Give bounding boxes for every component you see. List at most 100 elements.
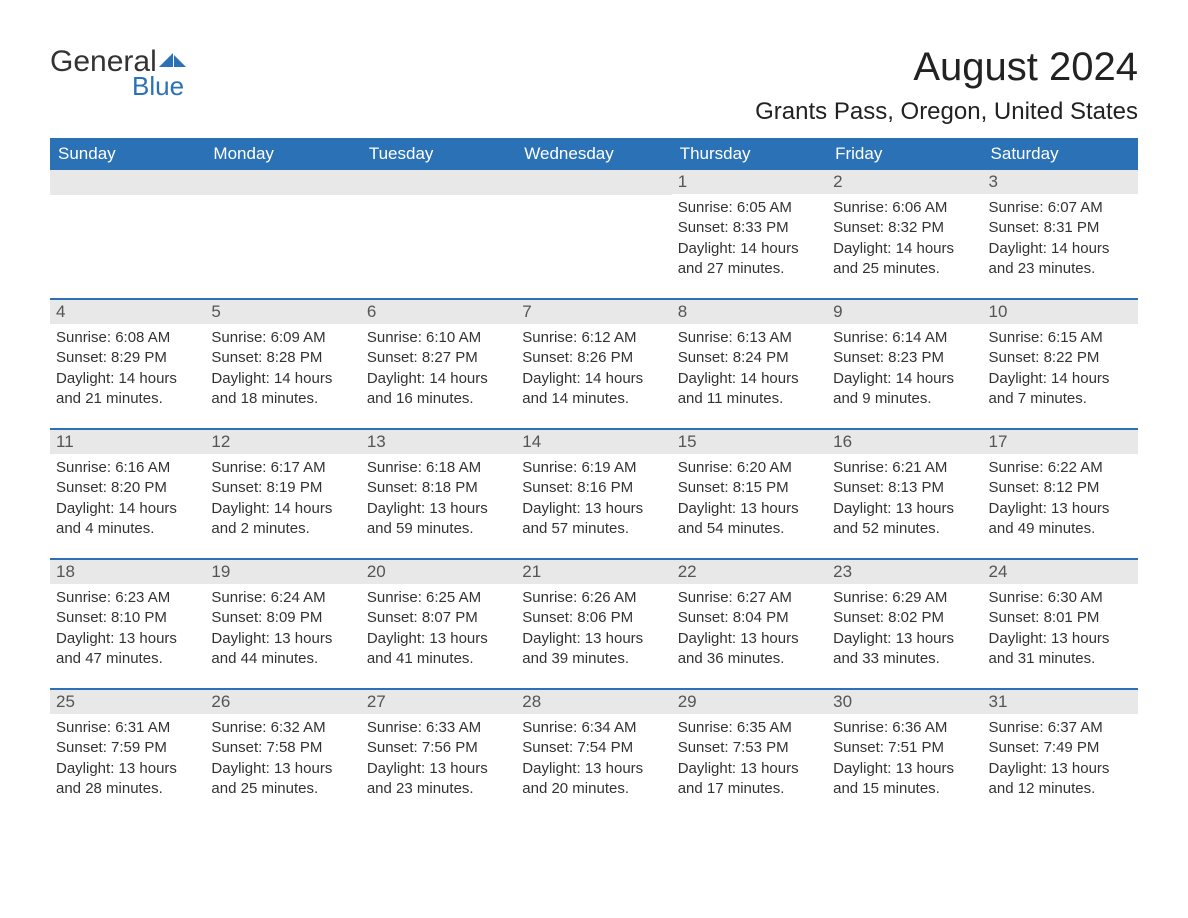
sunrise-text: Sunrise: 6:20 AM [678,458,821,478]
day-content: Sunrise: 6:13 AMSunset: 8:24 PMDaylight:… [672,324,827,413]
sunset-text: Sunset: 7:49 PM [989,738,1132,758]
day-content: Sunrise: 6:23 AMSunset: 8:10 PMDaylight:… [50,584,205,673]
day-number: 14 [516,430,671,454]
daylight-text: Daylight: 13 hours and 25 minutes. [211,759,354,800]
daylight-text: Daylight: 13 hours and 54 minutes. [678,499,821,540]
day-number: 3 [983,170,1138,194]
sunset-text: Sunset: 8:22 PM [989,348,1132,368]
day-cell: 10Sunrise: 6:15 AMSunset: 8:22 PMDayligh… [983,300,1138,428]
day-content: Sunrise: 6:27 AMSunset: 8:04 PMDaylight:… [672,584,827,673]
week-row: 1Sunrise: 6:05 AMSunset: 8:33 PMDaylight… [50,170,1138,298]
day-cell: 26Sunrise: 6:32 AMSunset: 7:58 PMDayligh… [205,690,360,818]
sunrise-text: Sunrise: 6:33 AM [367,718,510,738]
day-content: Sunrise: 6:06 AMSunset: 8:32 PMDaylight:… [827,194,982,283]
day-number: 11 [50,430,205,454]
empty-day-number [50,170,205,195]
sunrise-text: Sunrise: 6:21 AM [833,458,976,478]
sunrise-text: Sunrise: 6:10 AM [367,328,510,348]
day-cell: 8Sunrise: 6:13 AMSunset: 8:24 PMDaylight… [672,300,827,428]
sunrise-text: Sunrise: 6:18 AM [367,458,510,478]
day-number: 5 [205,300,360,324]
sunset-text: Sunset: 8:02 PM [833,608,976,628]
day-number: 6 [361,300,516,324]
day-number: 31 [983,690,1138,714]
sunset-text: Sunset: 8:04 PM [678,608,821,628]
day-cell: 30Sunrise: 6:36 AMSunset: 7:51 PMDayligh… [827,690,982,818]
day-number: 12 [205,430,360,454]
location: Grants Pass, Oregon, United States [755,98,1138,126]
daylight-text: Daylight: 13 hours and 52 minutes. [833,499,976,540]
day-number: 16 [827,430,982,454]
day-number: 9 [827,300,982,324]
day-cell: 29Sunrise: 6:35 AMSunset: 7:53 PMDayligh… [672,690,827,818]
sunrise-text: Sunrise: 6:14 AM [833,328,976,348]
day-number: 26 [205,690,360,714]
day-number: 27 [361,690,516,714]
daylight-text: Daylight: 13 hours and 57 minutes. [522,499,665,540]
day-content: Sunrise: 6:30 AMSunset: 8:01 PMDaylight:… [983,584,1138,673]
sunset-text: Sunset: 8:01 PM [989,608,1132,628]
day-cell [50,170,205,298]
sunrise-text: Sunrise: 6:07 AM [989,198,1132,218]
empty-day-number [205,170,360,195]
daylight-text: Daylight: 14 hours and 11 minutes. [678,369,821,410]
logo: General Blue [50,45,187,102]
header: General Blue August 2024 Grants Pass, Or… [50,45,1138,126]
sunset-text: Sunset: 8:33 PM [678,218,821,238]
day-cell: 18Sunrise: 6:23 AMSunset: 8:10 PMDayligh… [50,560,205,688]
day-content: Sunrise: 6:34 AMSunset: 7:54 PMDaylight:… [516,714,671,803]
day-content: Sunrise: 6:36 AMSunset: 7:51 PMDaylight:… [827,714,982,803]
day-cell: 25Sunrise: 6:31 AMSunset: 7:59 PMDayligh… [50,690,205,818]
daylight-text: Daylight: 13 hours and 47 minutes. [56,629,199,670]
sunrise-text: Sunrise: 6:37 AM [989,718,1132,738]
sunrise-text: Sunrise: 6:29 AM [833,588,976,608]
day-content: Sunrise: 6:33 AMSunset: 7:56 PMDaylight:… [361,714,516,803]
daylight-text: Daylight: 13 hours and 28 minutes. [56,759,199,800]
day-number: 18 [50,560,205,584]
weekday-header: Tuesday [361,138,516,170]
sunset-text: Sunset: 8:16 PM [522,478,665,498]
sunrise-text: Sunrise: 6:12 AM [522,328,665,348]
day-content: Sunrise: 6:17 AMSunset: 8:19 PMDaylight:… [205,454,360,543]
sunset-text: Sunset: 8:09 PM [211,608,354,628]
day-content: Sunrise: 6:19 AMSunset: 8:16 PMDaylight:… [516,454,671,543]
daylight-text: Daylight: 13 hours and 44 minutes. [211,629,354,670]
day-number: 21 [516,560,671,584]
day-cell: 12Sunrise: 6:17 AMSunset: 8:19 PMDayligh… [205,430,360,558]
day-cell: 27Sunrise: 6:33 AMSunset: 7:56 PMDayligh… [361,690,516,818]
daylight-text: Daylight: 13 hours and 15 minutes. [833,759,976,800]
day-cell: 1Sunrise: 6:05 AMSunset: 8:33 PMDaylight… [672,170,827,298]
day-number: 17 [983,430,1138,454]
sunrise-text: Sunrise: 6:23 AM [56,588,199,608]
day-cell: 5Sunrise: 6:09 AMSunset: 8:28 PMDaylight… [205,300,360,428]
sunset-text: Sunset: 8:31 PM [989,218,1132,238]
day-number: 29 [672,690,827,714]
day-number: 7 [516,300,671,324]
day-content: Sunrise: 6:25 AMSunset: 8:07 PMDaylight:… [361,584,516,673]
day-cell: 11Sunrise: 6:16 AMSunset: 8:20 PMDayligh… [50,430,205,558]
day-cell: 31Sunrise: 6:37 AMSunset: 7:49 PMDayligh… [983,690,1138,818]
day-cell: 6Sunrise: 6:10 AMSunset: 8:27 PMDaylight… [361,300,516,428]
sunset-text: Sunset: 7:53 PM [678,738,821,758]
day-number: 28 [516,690,671,714]
daylight-text: Daylight: 14 hours and 2 minutes. [211,499,354,540]
sunrise-text: Sunrise: 6:24 AM [211,588,354,608]
daylight-text: Daylight: 14 hours and 21 minutes. [56,369,199,410]
sunrise-text: Sunrise: 6:26 AM [522,588,665,608]
daylight-text: Daylight: 14 hours and 9 minutes. [833,369,976,410]
day-number: 2 [827,170,982,194]
sunrise-text: Sunrise: 6:27 AM [678,588,821,608]
daylight-text: Daylight: 13 hours and 41 minutes. [367,629,510,670]
daylight-text: Daylight: 13 hours and 20 minutes. [522,759,665,800]
sunset-text: Sunset: 8:12 PM [989,478,1132,498]
day-content: Sunrise: 6:07 AMSunset: 8:31 PMDaylight:… [983,194,1138,283]
day-cell: 4Sunrise: 6:08 AMSunset: 8:29 PMDaylight… [50,300,205,428]
daylight-text: Daylight: 13 hours and 31 minutes. [989,629,1132,670]
day-cell: 20Sunrise: 6:25 AMSunset: 8:07 PMDayligh… [361,560,516,688]
daylight-text: Daylight: 13 hours and 59 minutes. [367,499,510,540]
day-content: Sunrise: 6:10 AMSunset: 8:27 PMDaylight:… [361,324,516,413]
sunset-text: Sunset: 8:32 PM [833,218,976,238]
week-row: 25Sunrise: 6:31 AMSunset: 7:59 PMDayligh… [50,688,1138,818]
day-content: Sunrise: 6:09 AMSunset: 8:28 PMDaylight:… [205,324,360,413]
day-number: 1 [672,170,827,194]
